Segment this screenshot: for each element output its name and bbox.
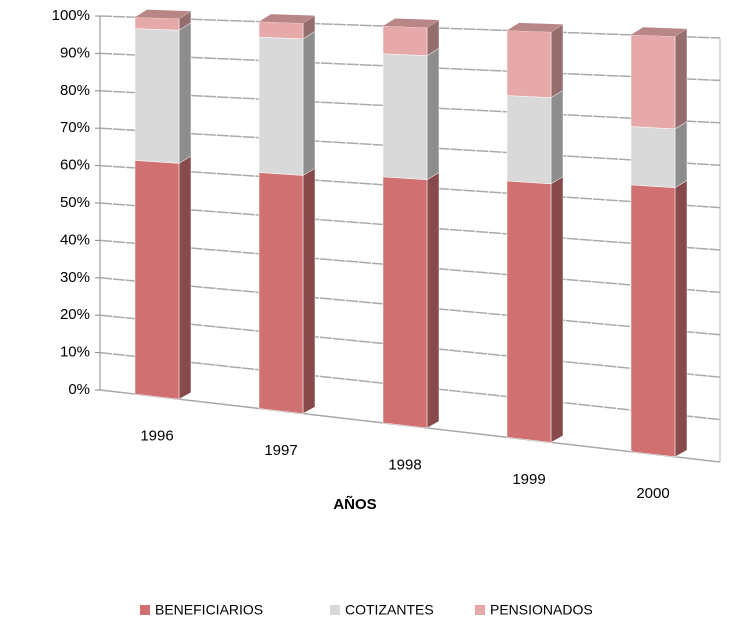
bar-segment (382, 176, 428, 429)
bar-side (426, 172, 440, 429)
bar-top (259, 14, 315, 24)
y-tick-label: 0% (68, 381, 90, 398)
bar-segment (134, 16, 180, 31)
y-tick-label: 50% (60, 194, 90, 211)
bar-top (135, 9, 191, 19)
bar-segment (630, 126, 676, 189)
bar-segment (258, 172, 304, 414)
y-tick-label: 10% (60, 344, 90, 361)
bar-segment (258, 21, 304, 40)
bar-segment (506, 30, 552, 98)
bar-top (507, 22, 563, 33)
bar-side (674, 28, 688, 130)
y-tick-label: 60% (60, 157, 90, 174)
y-tick-label: 40% (60, 231, 90, 248)
x-tick-label: 1996 (140, 428, 173, 445)
bar-side (178, 22, 192, 164)
y-tick-label: 20% (60, 306, 90, 323)
x-tick-label: 1998 (388, 456, 421, 473)
y-tick-label: 30% (60, 269, 90, 286)
bar-side (550, 23, 564, 99)
y-tick-label: 70% (60, 119, 90, 136)
bar-segment (382, 53, 428, 181)
bar-side (674, 121, 688, 189)
legend-label: COTIZANTES (345, 602, 434, 618)
legend-swatch (475, 605, 485, 615)
y-tick-label: 80% (60, 82, 90, 99)
legend-label: PENSIONADOS (490, 602, 593, 618)
bar-side (302, 167, 316, 414)
bar-side (302, 30, 316, 176)
y-tick-label: 100% (52, 7, 90, 24)
legend-swatch (140, 605, 150, 615)
bar-top (631, 27, 687, 37)
bar-segment (506, 180, 552, 443)
x-tick-label: 1997 (264, 442, 297, 459)
bar-side (674, 180, 688, 458)
bar-side (550, 89, 564, 185)
bar-side (426, 47, 440, 181)
bar-segment (630, 184, 676, 458)
legend-swatch (330, 605, 340, 615)
x-tick-label: 1999 (512, 471, 545, 488)
bar-segment (382, 25, 428, 56)
bar-segment (134, 28, 180, 164)
legend-label: BENEFICIARIOS (155, 602, 263, 618)
bar-segment (258, 36, 304, 176)
x-tick-label: 2000 (636, 485, 669, 502)
bar-segment (134, 160, 180, 400)
bar-side (550, 176, 564, 443)
y-tick-label: 90% (60, 44, 90, 61)
x-axis-title: AÑOS (333, 495, 376, 513)
grid-line (99, 239, 721, 294)
bar-segment (506, 95, 552, 185)
bar-segment (630, 34, 676, 130)
grid-line (99, 277, 721, 336)
bar-top (383, 18, 439, 28)
bar-side (178, 155, 192, 400)
